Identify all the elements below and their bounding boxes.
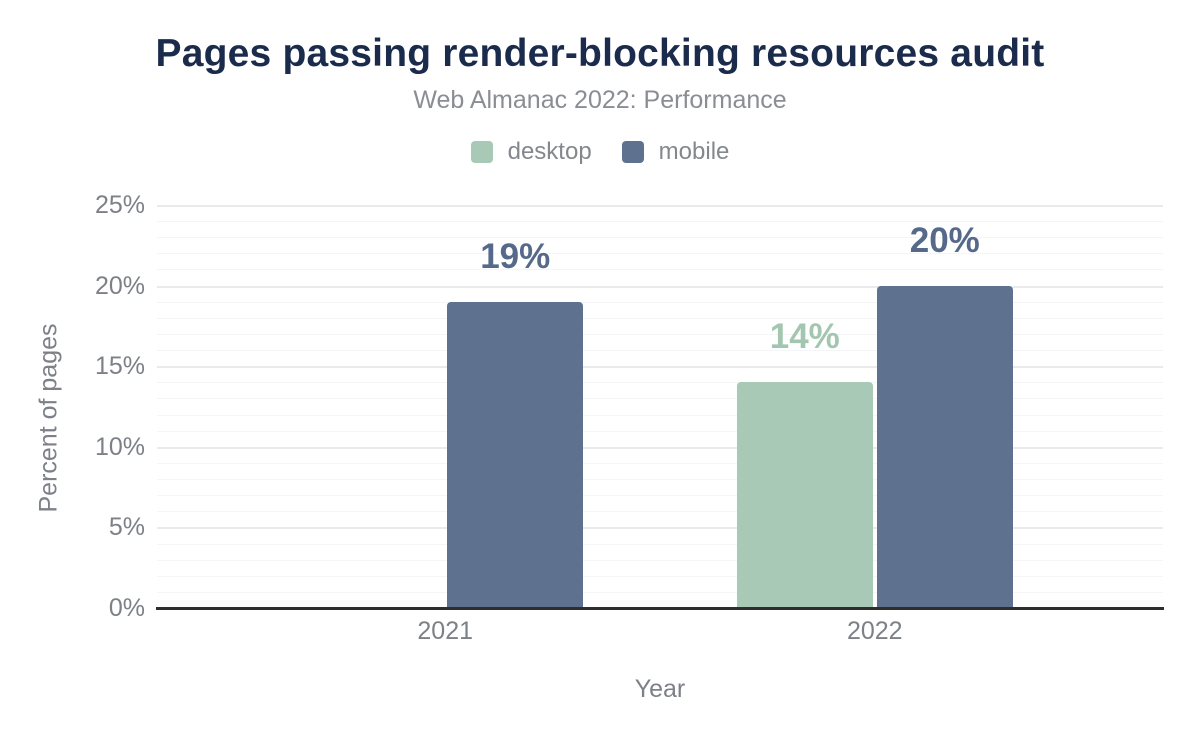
chart-subtitle: Web Almanac 2022: Performance bbox=[413, 86, 787, 114]
gridline-minor-2 bbox=[157, 575, 1163, 577]
legend-item-mobile: mobile bbox=[621, 138, 730, 165]
gridline-minor-3 bbox=[157, 559, 1163, 561]
y-tick-5%: 5% bbox=[108, 513, 145, 542]
legend-label-mobile: mobile bbox=[658, 138, 730, 165]
gridline-minor-24 bbox=[157, 221, 1163, 223]
gridline-minor-23 bbox=[157, 237, 1163, 239]
bar-desktop-2022 bbox=[736, 382, 873, 608]
bar-label-mobile-2022: 20% bbox=[909, 220, 980, 260]
y-axis-title: Percent of pages bbox=[34, 323, 63, 513]
x-tick-2021: 2021 bbox=[417, 617, 474, 645]
y-tick-20%: 20% bbox=[94, 271, 145, 300]
y-tick-0%: 0% bbox=[108, 594, 145, 622]
legend-item-desktop: desktop bbox=[470, 138, 592, 165]
y-tick-15%: 15% bbox=[94, 352, 145, 381]
x-axis-line bbox=[156, 607, 1164, 610]
x-tick-2022: 2022 bbox=[846, 617, 903, 645]
gridline-minor-18 bbox=[157, 317, 1163, 319]
gridline-major-5 bbox=[157, 527, 1163, 530]
y-tick-25%: 25% bbox=[94, 191, 145, 219]
bar-mobile-2022 bbox=[876, 285, 1013, 608]
bar-label-desktop-2022: 14% bbox=[769, 317, 840, 357]
gridline-major-20 bbox=[157, 285, 1163, 288]
legend-label-desktop: desktop bbox=[507, 138, 592, 165]
gridline-minor-11 bbox=[157, 430, 1163, 432]
plot-area: 19% 14% 20% bbox=[157, 205, 1163, 608]
gridline-minor-14 bbox=[157, 382, 1163, 384]
gridline-minor-1 bbox=[157, 591, 1163, 593]
gridline-minor-8 bbox=[157, 479, 1163, 481]
legend-swatch-mobile bbox=[621, 141, 644, 163]
gridline-minor-13 bbox=[157, 398, 1163, 400]
legend: desktop mobile bbox=[0, 138, 1200, 165]
gridline-minor-4 bbox=[157, 543, 1163, 545]
gridline-minor-12 bbox=[157, 414, 1163, 416]
bar-mobile-2021 bbox=[447, 301, 584, 608]
chart-title: Pages passing render-blocking resources … bbox=[155, 32, 1045, 75]
x-axis-title: Year bbox=[634, 675, 686, 703]
bar-label-mobile-2021: 19% bbox=[480, 236, 551, 276]
gridline-minor-16 bbox=[157, 350, 1163, 352]
gridline-minor-9 bbox=[157, 462, 1163, 464]
gridline-minor-7 bbox=[157, 495, 1163, 497]
y-tick-10%: 10% bbox=[94, 432, 145, 461]
gridline-minor-19 bbox=[157, 301, 1163, 303]
gridline-major-25 bbox=[157, 205, 1163, 207]
legend-swatch-desktop bbox=[470, 141, 493, 163]
gridline-major-10 bbox=[157, 446, 1163, 449]
gridline-minor-22 bbox=[157, 253, 1163, 255]
gridline-minor-6 bbox=[157, 511, 1163, 513]
gridline-major-15 bbox=[157, 366, 1163, 369]
gridline-minor-17 bbox=[157, 333, 1163, 335]
gridline-minor-21 bbox=[157, 269, 1163, 271]
